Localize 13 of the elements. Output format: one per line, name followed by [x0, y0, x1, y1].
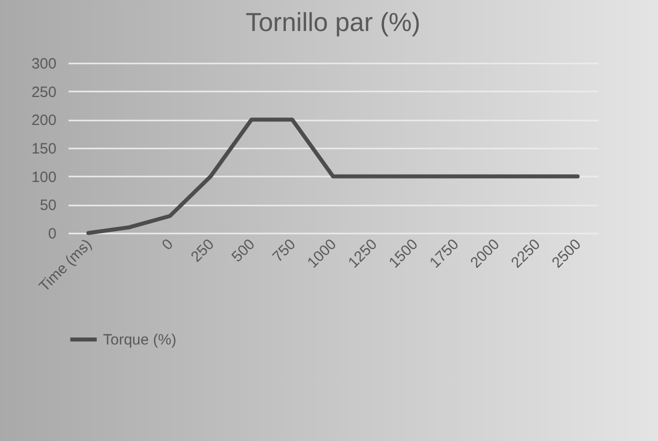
line-series: [86, 118, 580, 235]
y-tick-label: 300: [31, 56, 56, 72]
y-tick-label: 200: [31, 112, 56, 130]
y-tick-label: 100: [31, 168, 56, 186]
x-tick-label: 250: [188, 236, 218, 266]
x-tick-label: 750: [269, 236, 300, 266]
x-tick-label: 500: [228, 236, 258, 266]
chart-title: Tornillo par (%): [246, 7, 420, 37]
y-tick-label: 250: [31, 84, 56, 101]
x-tick-label: 0: [158, 236, 177, 254]
y-tick-label: 150: [31, 140, 56, 158]
y-tick-label: 50: [40, 197, 56, 214]
legend-label: Torque (%): [103, 332, 176, 348]
